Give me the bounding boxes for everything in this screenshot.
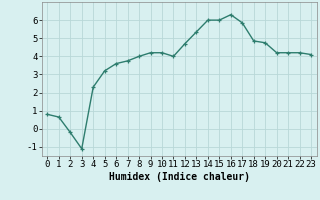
X-axis label: Humidex (Indice chaleur): Humidex (Indice chaleur) <box>109 172 250 182</box>
